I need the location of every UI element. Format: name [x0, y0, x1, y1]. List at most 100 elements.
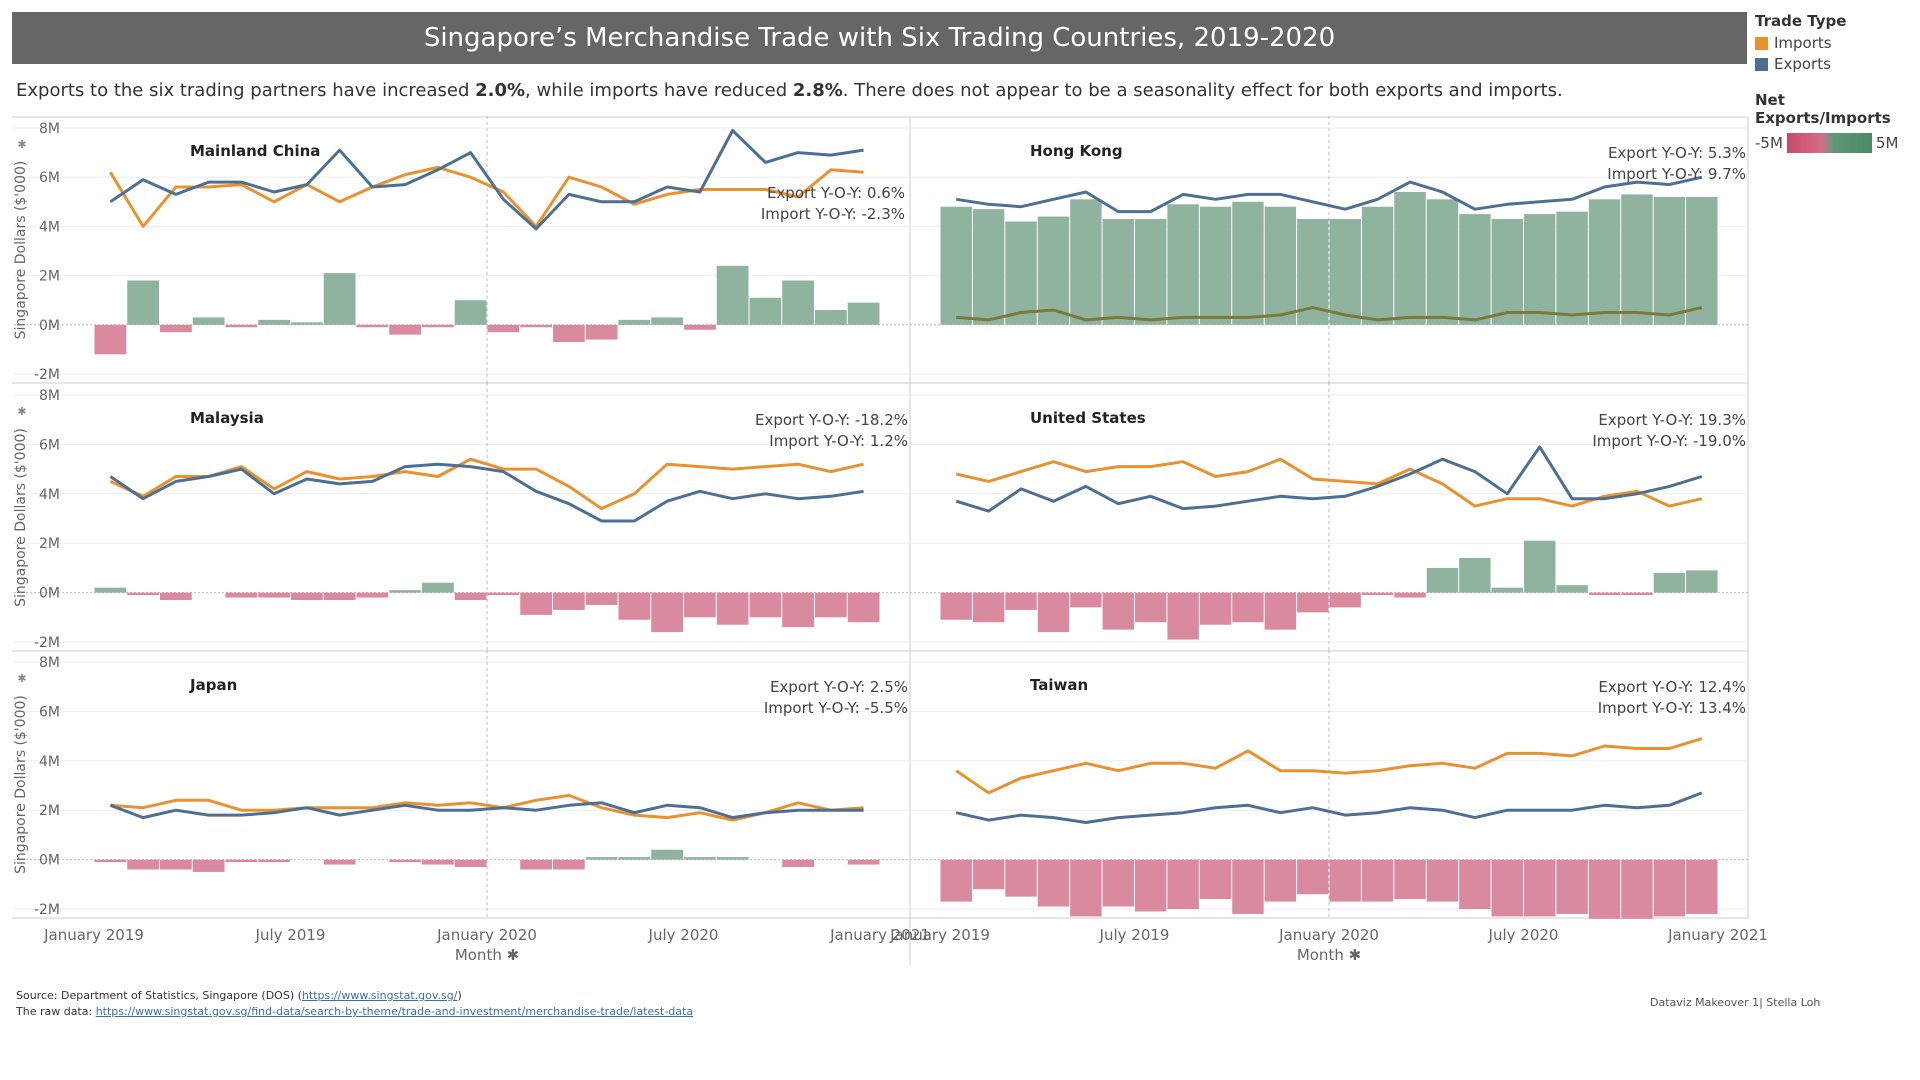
net-bar: [1686, 859, 1718, 914]
net-legend-max: 5M: [1875, 134, 1899, 152]
net-bar: [323, 859, 356, 865]
net-bar: [323, 273, 356, 325]
net-bar: [1102, 859, 1134, 907]
net-bar: [940, 592, 972, 620]
net-bar: [454, 859, 487, 868]
net-bar: [618, 592, 651, 620]
legend-imports-label: Imports: [1774, 34, 1832, 52]
source-suffix: ): [457, 989, 462, 1002]
pin-icon: ✱: [17, 138, 26, 151]
net-bar: [1070, 859, 1102, 917]
subtitle-part3: . There does not appear to be a seasonal…: [842, 80, 1563, 101]
net-bar: [1167, 859, 1199, 909]
y-tick-label: -2M: [34, 902, 60, 918]
export-yoy-annotation: Export Y-O-Y: 19.3%: [1598, 411, 1746, 429]
legend-exports[interactable]: Exports: [1755, 55, 1915, 73]
net-bar: [1621, 194, 1653, 325]
net-bar: [716, 592, 749, 625]
x-tick-label: January 2019: [889, 926, 990, 944]
net-bar: [1491, 587, 1523, 593]
net-bar: [1199, 592, 1232, 625]
y-axis-title: Singapore Dollars ($'000): [13, 161, 29, 340]
net-bar: [585, 592, 618, 605]
net-bar: [749, 297, 782, 325]
subtitle: Exports to the six trading partners have…: [16, 80, 1563, 101]
y-tick-label: 4M: [39, 219, 60, 235]
x-tick-label: January 2020: [1278, 926, 1379, 944]
net-bar: [1232, 592, 1264, 623]
net-bar: [1199, 859, 1232, 900]
net-bar: [1524, 540, 1556, 593]
country-label: Mainland China: [190, 142, 320, 160]
country-label: Japan: [189, 676, 237, 694]
pin-icon: ✱: [17, 405, 26, 418]
net-bar: [1361, 592, 1394, 596]
imports-line: [109, 457, 864, 511]
net-bar: [1135, 859, 1167, 912]
net-bar: [1588, 859, 1621, 919]
net-bar: [1426, 199, 1459, 325]
y-tick-label: 8M: [39, 655, 60, 671]
source-prefix: Source: Department of Statistics, Singap…: [16, 989, 302, 1002]
subtitle-part2: , while imports have reduced: [525, 80, 793, 101]
net-bar: [127, 280, 159, 325]
net-bar: [1297, 592, 1329, 613]
country-label: Hong Kong: [1030, 142, 1123, 160]
x-tick-label: July 2019: [1099, 926, 1170, 944]
export-yoy-annotation: Export Y-O-Y: -18.2%: [755, 411, 908, 429]
net-bar: [1686, 196, 1718, 325]
raw-prefix: The raw data:: [16, 1005, 96, 1018]
imports-line: [955, 457, 1703, 508]
export-yoy-annotation: Export Y-O-Y: 2.5%: [770, 678, 908, 696]
export-yoy-annotation: Export Y-O-Y: 12.4%: [1598, 678, 1746, 696]
y-tick-label: 2M: [39, 269, 60, 285]
exports-swatch: [1755, 57, 1768, 71]
net-bar: [1264, 859, 1297, 902]
net-legend: Net Exports/Imports -5M 5M: [1755, 91, 1915, 153]
net-bar: [782, 859, 814, 868]
net-bar: [972, 592, 1005, 623]
net-bar: [1135, 592, 1167, 623]
legend-imports[interactable]: Imports: [1755, 34, 1915, 52]
net-bar: [225, 324, 258, 328]
country-label: United States: [1030, 409, 1146, 427]
net-bar: [1459, 558, 1491, 593]
net-bar: [1037, 592, 1070, 633]
net-bar: [127, 859, 159, 870]
net-bar: [1426, 859, 1459, 902]
exports-line: [955, 791, 1703, 824]
net-bar: [258, 319, 290, 325]
net-bar: [940, 206, 972, 325]
exports-line: [109, 801, 864, 820]
net-bar: [1297, 859, 1329, 895]
net-bar: [192, 317, 225, 325]
net-bar: [1459, 859, 1491, 909]
net-bar: [782, 280, 814, 325]
net-legend-min: -5M: [1755, 134, 1783, 152]
net-bar: [585, 324, 618, 340]
net-bar: [1005, 859, 1037, 897]
net-bar: [1329, 859, 1361, 902]
net-bar: [1588, 592, 1621, 596]
net-bar: [1199, 206, 1232, 325]
net-bar: [160, 324, 192, 333]
source-link[interactable]: https://www.singstat.gov.sg/: [301, 989, 458, 1002]
net-bar: [847, 859, 880, 865]
net-bar: [815, 310, 847, 325]
exports-line: [109, 462, 864, 523]
raw-data-link[interactable]: https://www.singstat.gov.sg/find-data/se…: [95, 1005, 694, 1018]
export-yoy-annotation: Export Y-O-Y: 5.3%: [1608, 144, 1746, 162]
net-bar: [1556, 859, 1588, 914]
net-bar: [1361, 859, 1394, 902]
net-bar: [847, 302, 880, 325]
net-bar: [940, 859, 972, 902]
net-bar: [716, 857, 749, 860]
net-bar: [94, 587, 127, 593]
dashboard-title: Singapore’s Merchandise Trade with Six T…: [12, 12, 1747, 64]
net-bar: [749, 592, 782, 618]
net-bar: [651, 849, 683, 860]
net-bar: [1070, 592, 1102, 608]
import-yoy-annotation: Import Y-O-Y: -5.5%: [764, 699, 908, 717]
net-bar: [389, 324, 421, 335]
